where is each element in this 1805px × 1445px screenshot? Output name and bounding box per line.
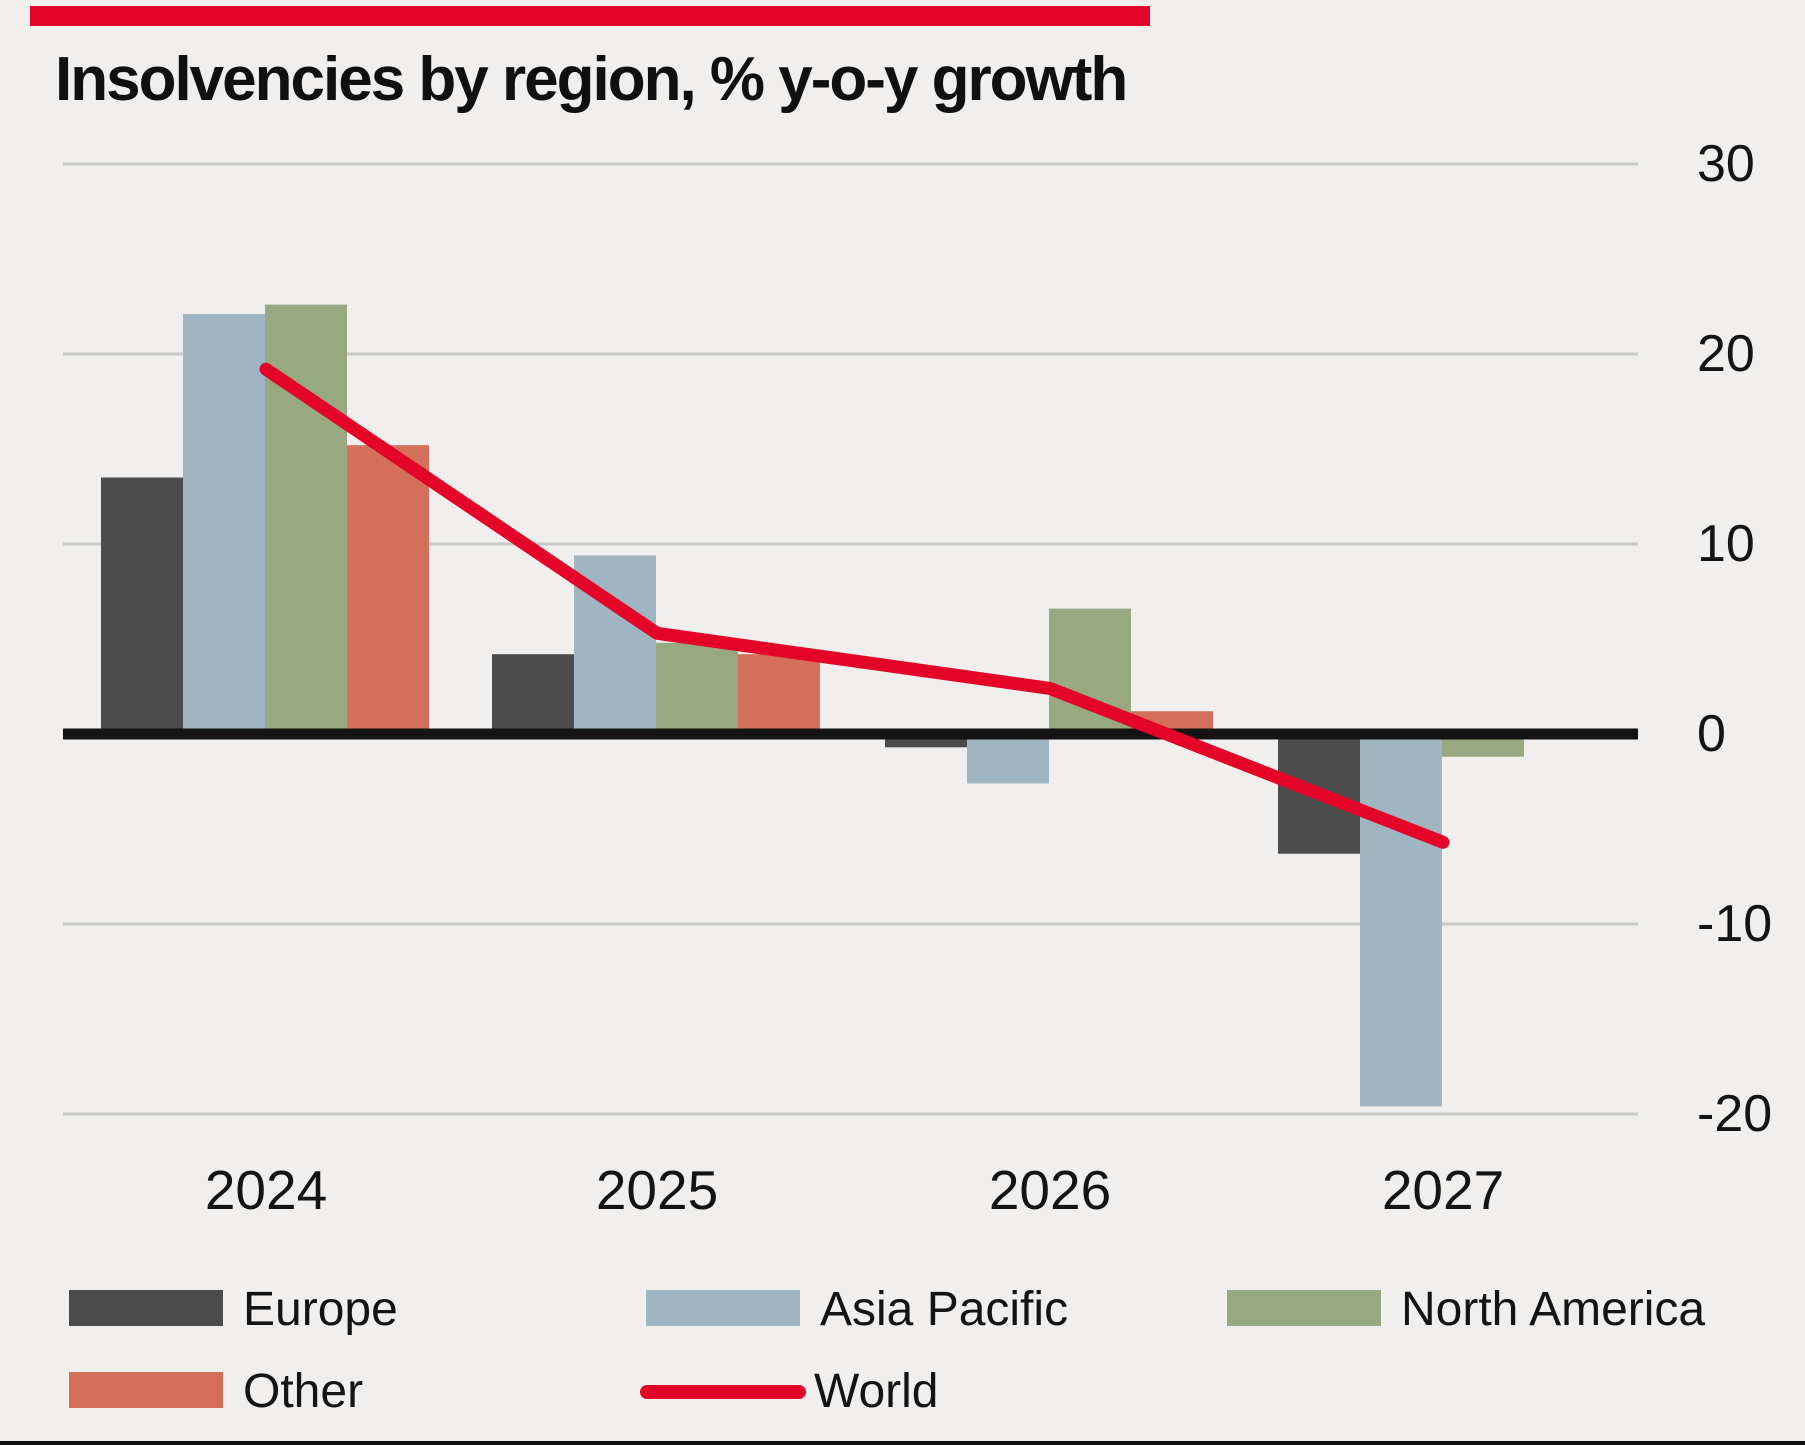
x-tick-label-2026: 2026 xyxy=(988,1159,1112,1221)
y-tick-label-30: 30 xyxy=(1697,135,1755,193)
chart-title: Insolvencies by region, % y-o-y growth xyxy=(55,45,1128,114)
bar-asia-pacific-2024 xyxy=(183,314,265,734)
bar-other-2025 xyxy=(738,654,820,734)
world-line xyxy=(259,362,1450,849)
y-tick-label--10: -10 xyxy=(1697,895,1773,953)
legend-label-asia-pacific: Asia Pacific xyxy=(820,1283,1069,1336)
bar-north-america-2025 xyxy=(656,642,738,734)
legend-label-world: World xyxy=(814,1365,939,1418)
bar-europe-2024 xyxy=(101,477,183,734)
y-tick-label-20: 20 xyxy=(1697,325,1755,383)
zero-axis-line xyxy=(63,728,1638,740)
north-america-swatch-icon xyxy=(1227,1290,1381,1326)
x-tick-label-2025: 2025 xyxy=(595,1159,719,1221)
legend-label-north-america: North America xyxy=(1401,1283,1706,1336)
other-swatch-icon xyxy=(69,1372,223,1408)
bar-north-america-2027 xyxy=(1442,734,1524,757)
accent-top-bar xyxy=(30,6,1150,26)
bar-asia-pacific-2026 xyxy=(967,734,1049,784)
y-tick-label--20: -20 xyxy=(1697,1085,1773,1143)
bottom-border xyxy=(0,1441,1805,1445)
x-tick-label-2024: 2024 xyxy=(204,1159,328,1221)
legend-label-europe: Europe xyxy=(243,1283,398,1336)
y-tick-label-0: 0 xyxy=(1697,705,1726,763)
bar-europe-2025 xyxy=(492,654,574,734)
y-tick-label-10: 10 xyxy=(1697,515,1755,573)
europe-swatch-icon xyxy=(69,1290,223,1326)
x-tick-label-2027: 2027 xyxy=(1381,1159,1505,1221)
world-line-swatch-icon xyxy=(640,1385,806,1399)
bar-asia-pacific-2027 xyxy=(1360,734,1442,1107)
asia-pacific-swatch-icon xyxy=(646,1290,800,1326)
bar-other-2024 xyxy=(347,445,429,734)
legend-label-other: Other xyxy=(243,1365,364,1418)
